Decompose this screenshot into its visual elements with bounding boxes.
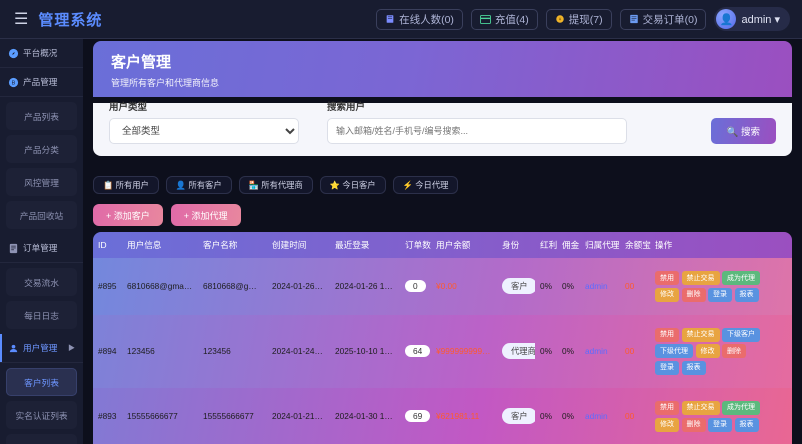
- svg-text:B: B: [12, 80, 16, 86]
